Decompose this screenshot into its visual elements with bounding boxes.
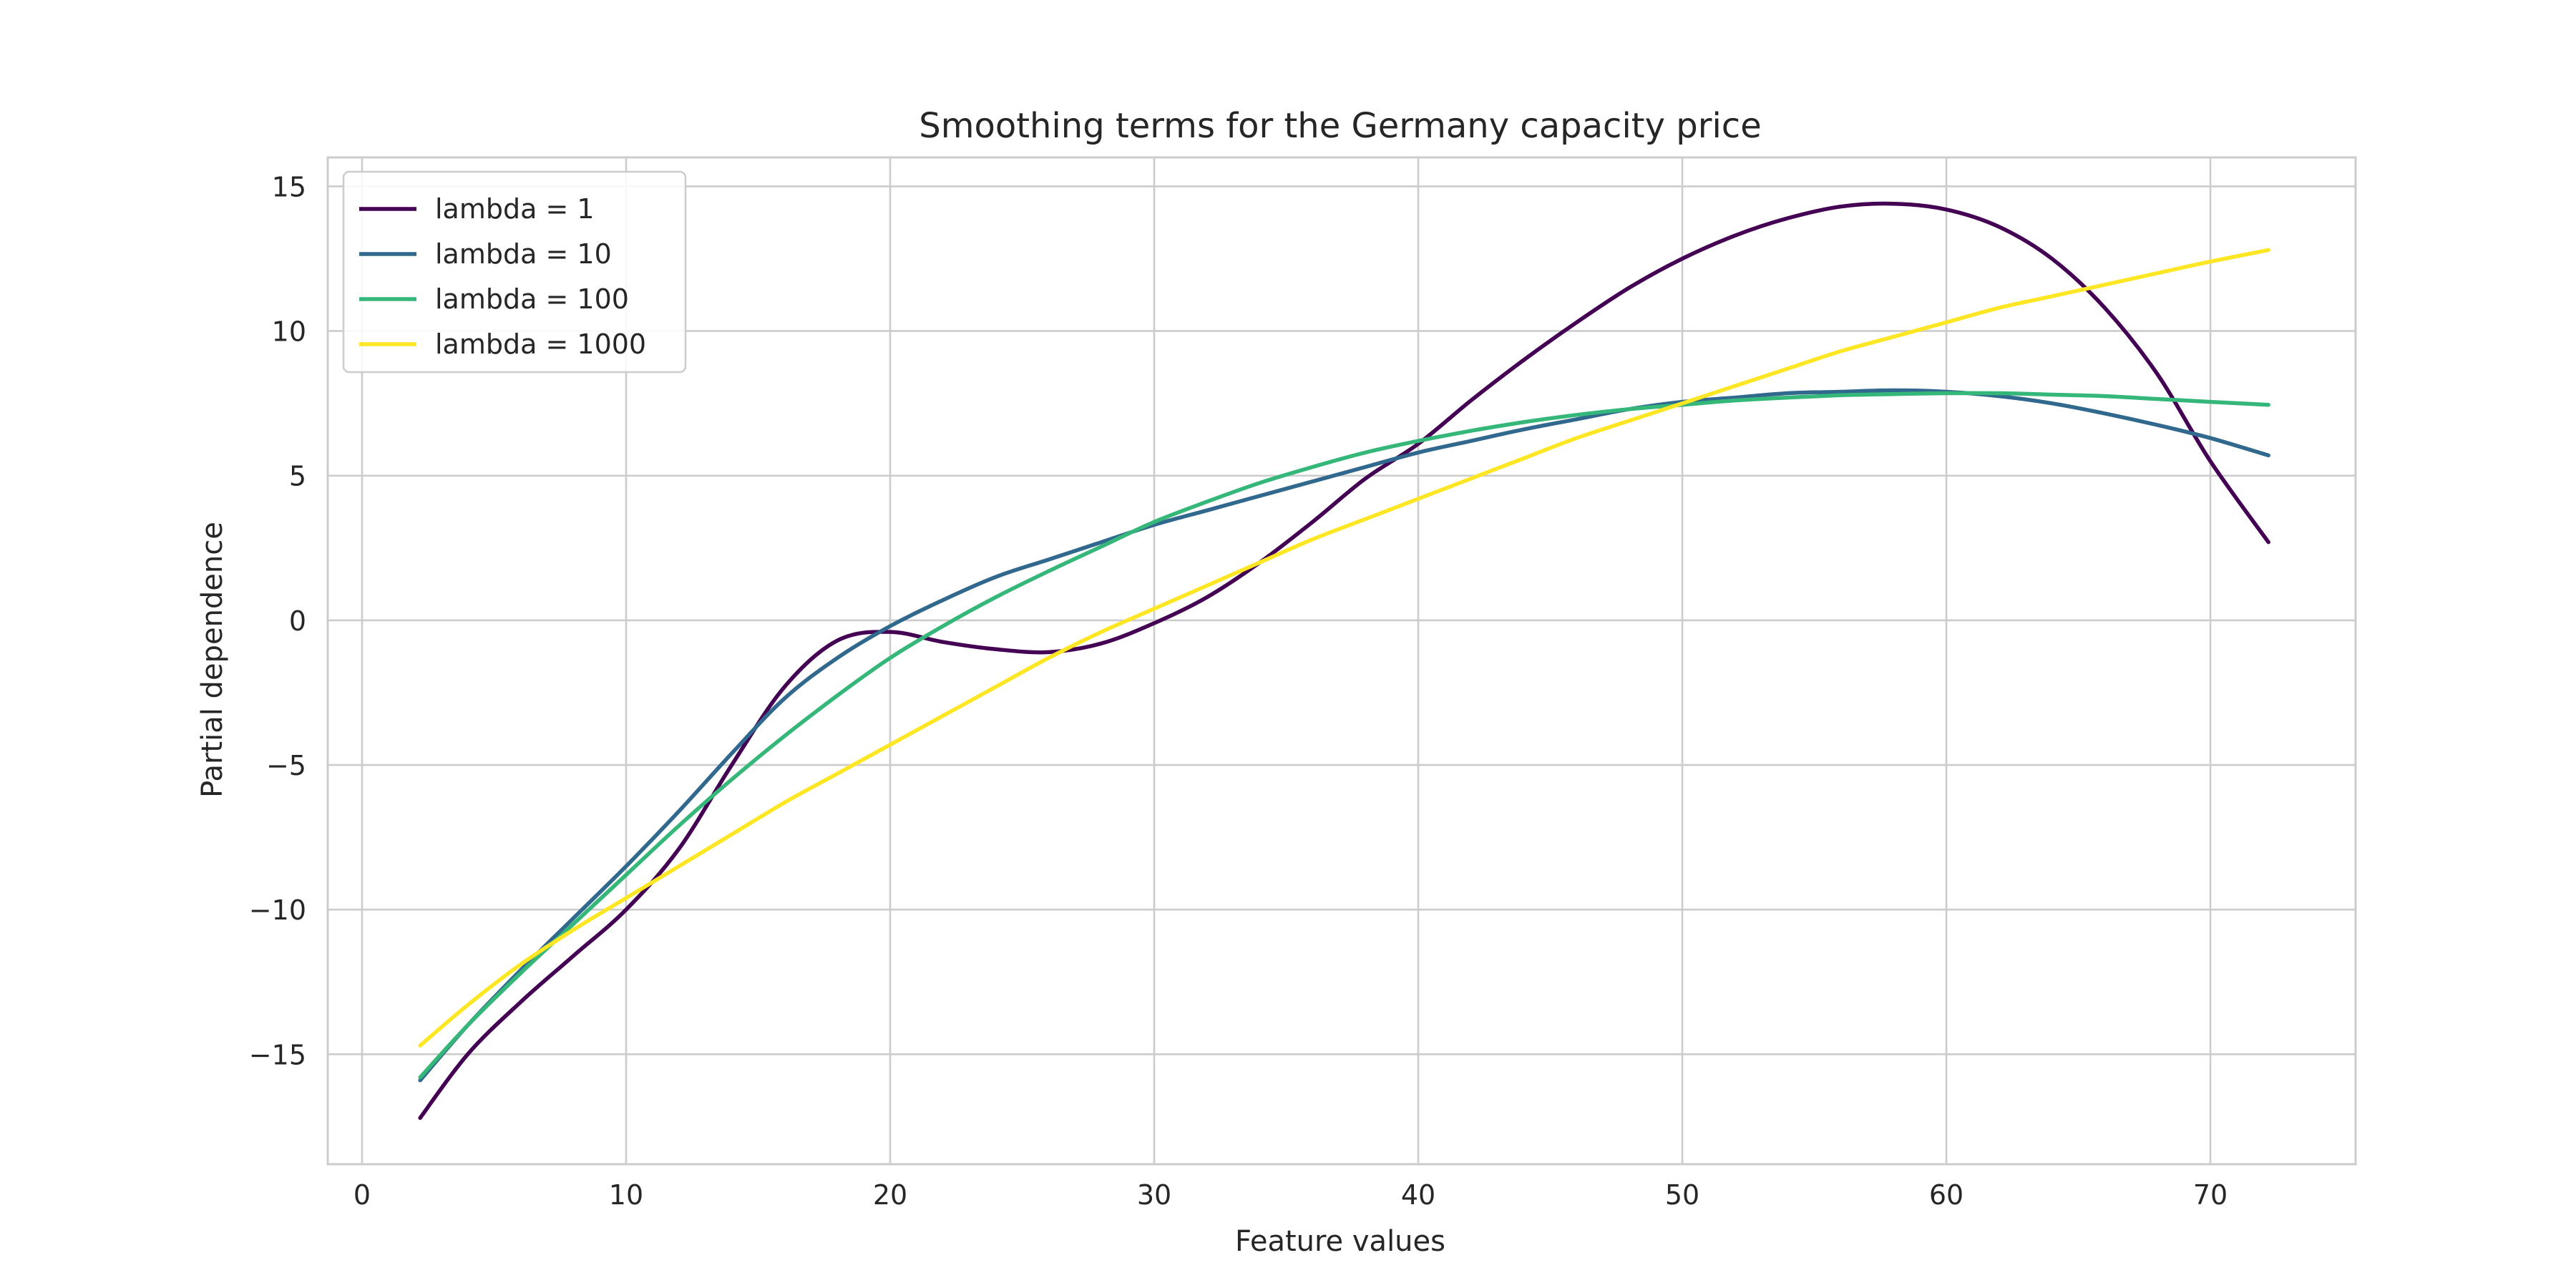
x-tick-label: 70: [2193, 1179, 2228, 1211]
y-tick-label: 10: [272, 316, 306, 348]
y-tick-label: −5: [266, 750, 306, 781]
tick-labels: 0 10 20 30 40 50 60 70 −15 −10 −5 0 5 10 15: [249, 171, 2228, 1211]
x-tick-label: 30: [1137, 1179, 1171, 1211]
y-tick-label: 5: [289, 461, 306, 492]
x-axis-label: Feature values: [1235, 1225, 1445, 1258]
legend-entry: lambda = 10: [435, 238, 612, 270]
series-line-3: [418, 391, 2270, 1080]
y-tick-label: −15: [249, 1039, 306, 1070]
y-tick-label: 0: [289, 605, 306, 637]
y-axis-label: Partial dependence: [196, 522, 229, 798]
legend-entry: lambda = 100: [435, 283, 629, 315]
y-tick-label: 15: [272, 171, 306, 203]
x-tick-label: 40: [1401, 1179, 1435, 1211]
x-tick-label: 10: [609, 1179, 643, 1211]
legend: lambda = 1 lambda = 10 lambda = 100 lambda …: [342, 170, 687, 374]
legend-entry: lambda = 1: [435, 193, 595, 225]
legend-box: [342, 170, 687, 374]
x-tick-label: 60: [1929, 1179, 1963, 1211]
x-tick-label: 20: [873, 1179, 907, 1211]
y-tick-label: −10: [249, 894, 306, 926]
chart-title: Smoothing terms for the Germany capacity…: [919, 106, 1761, 146]
x-tick-label: 50: [1665, 1179, 1699, 1211]
series-line-1: [418, 201, 2270, 1121]
plot-frame: [326, 156, 2357, 1166]
series-layer: [418, 201, 2270, 1121]
x-tick-label: 0: [353, 1179, 371, 1211]
legend-entry: lambda = 1000: [435, 328, 646, 360]
grid-layer: [328, 157, 2356, 1164]
series-line-4: [418, 248, 2270, 1048]
